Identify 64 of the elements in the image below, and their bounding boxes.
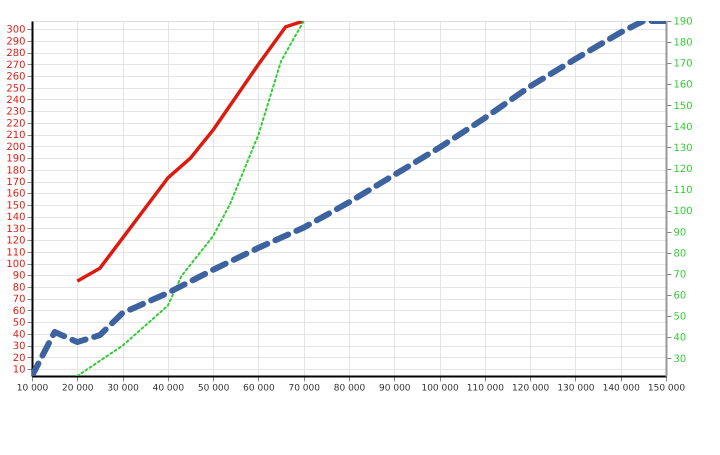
y-tick-label: 240 bbox=[6, 95, 26, 106]
y2-tick-label: 50 bbox=[674, 312, 686, 323]
y2-tick-label: 160 bbox=[674, 80, 693, 91]
y-tick-label: 30 bbox=[12, 341, 26, 352]
y-tick-label: 210 bbox=[6, 130, 26, 142]
x-tick-label: 60 000 bbox=[243, 384, 275, 394]
y-tick-label: 60 bbox=[12, 306, 26, 317]
y-tick-label: 290 bbox=[6, 36, 26, 48]
y-tick-label: 140 bbox=[6, 212, 26, 224]
x-tick-label: 40 000 bbox=[152, 384, 184, 394]
y-tick-label: 220 bbox=[6, 118, 26, 130]
x-tick-label: 70 000 bbox=[288, 384, 320, 394]
x-tick-label: 10 000 bbox=[16, 384, 49, 394]
y-tick-label: 70 bbox=[12, 294, 26, 306]
y-tick-label: 190 bbox=[6, 154, 26, 165]
y-tick-label: 90 bbox=[12, 270, 26, 282]
y2-tick-label: 120 bbox=[674, 164, 693, 176]
y-tick-label: 80 bbox=[12, 282, 26, 294]
y-tick-label: 40 bbox=[12, 329, 26, 340]
y-tick-label: 180 bbox=[6, 165, 26, 176]
y2-tick-label: 70 bbox=[674, 269, 686, 280]
y2-tick-label: 110 bbox=[674, 185, 693, 196]
y2-tick-label: 90 bbox=[674, 227, 686, 238]
y-tick-label: 130 bbox=[6, 224, 26, 235]
x-tick-label: 140 000 bbox=[602, 384, 640, 394]
y-tick-label: 280 bbox=[6, 48, 26, 60]
x-tick-label: 20 000 bbox=[62, 384, 94, 394]
y-tick-label: 170 bbox=[6, 177, 26, 188]
y-tick-label: 100 bbox=[6, 259, 26, 270]
y2-tick-label: 60 bbox=[674, 290, 686, 302]
x-tick-label: 120 000 bbox=[512, 384, 550, 394]
y-tick-label: 270 bbox=[6, 60, 26, 71]
y-tick-label: 120 bbox=[6, 236, 26, 247]
y-tick-label: 250 bbox=[6, 83, 26, 94]
y-tick-label: 110 bbox=[6, 247, 26, 258]
x-tick-label: 50 000 bbox=[198, 384, 230, 394]
y-tick-label: 200 bbox=[6, 142, 26, 153]
y-tick-label: 260 bbox=[6, 72, 26, 83]
x-tick-label: 150 000 bbox=[648, 384, 686, 394]
x-tick-label: 110 000 bbox=[466, 384, 504, 394]
y2-tick-label: 30 bbox=[674, 354, 686, 365]
x-tick-label: 90 000 bbox=[379, 384, 411, 394]
y2-tick-label: 150 bbox=[674, 100, 693, 112]
y2-tick-label: 140 bbox=[674, 122, 693, 133]
y2-tick-label: 190 bbox=[674, 16, 693, 28]
y-tick-label: 150 bbox=[6, 200, 26, 212]
y-tick-label: 10 bbox=[12, 364, 26, 376]
y2-tick-label: 40 bbox=[674, 332, 686, 344]
y-tick-label: 300 bbox=[6, 24, 26, 36]
x-tick-label: 130 000 bbox=[557, 384, 595, 394]
y2-tick-label: 170 bbox=[674, 58, 693, 70]
x-tick-label: 80 000 bbox=[334, 384, 366, 394]
x-tick-label: 30 000 bbox=[107, 384, 140, 394]
y-tick-label: 20 bbox=[12, 352, 26, 364]
y2-tick-label: 130 bbox=[674, 142, 693, 154]
line-series bbox=[76, 21, 305, 376]
y2-tick-label: 80 bbox=[674, 248, 686, 260]
y-tick-label: 160 bbox=[6, 188, 26, 200]
y2-tick-label: 100 bbox=[674, 206, 693, 218]
y-tick-label: 230 bbox=[6, 106, 26, 118]
x-tick-label: 100 000 bbox=[421, 384, 459, 394]
y2-tick-label: 180 bbox=[674, 38, 693, 49]
line-series bbox=[76, 21, 306, 283]
y-tick-label: 50 bbox=[12, 318, 26, 329]
